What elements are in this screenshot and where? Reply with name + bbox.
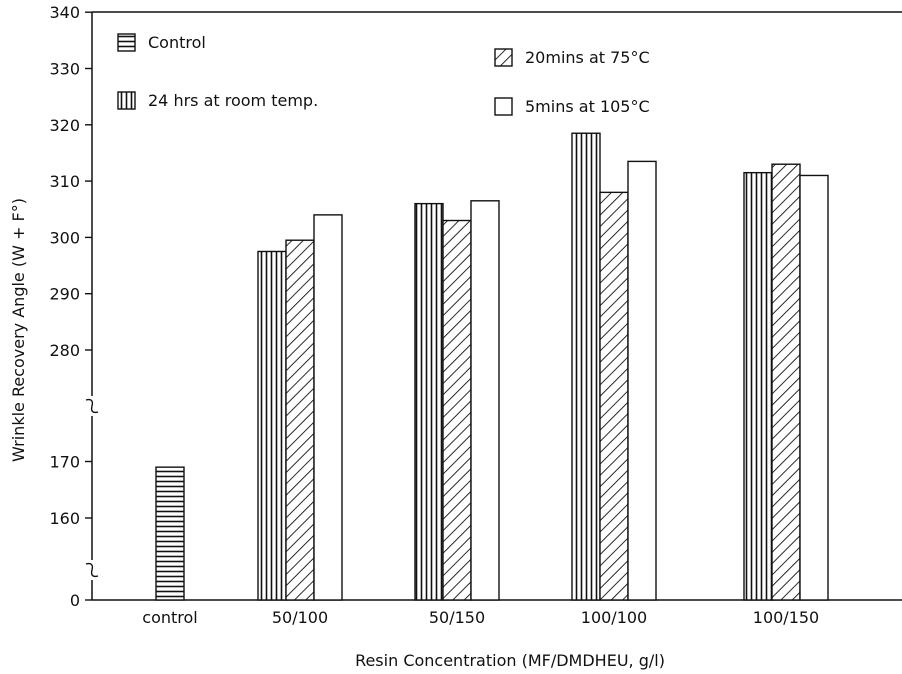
axis-break-mark	[85, 562, 99, 578]
y-tick-label: 300	[49, 228, 80, 247]
legend-label-3: 5mins at 105°C	[525, 97, 650, 116]
x-category-label: 100/100	[581, 608, 647, 627]
y-tick-label: 170	[49, 453, 80, 472]
bar-50-150-series-3	[470, 200, 500, 601]
legend: Control 24 hrs at room temp. 20mins at 75°…	[117, 33, 650, 116]
y-tick-label: 340	[49, 3, 80, 22]
legend-label-2: 20mins at 75°C	[525, 48, 650, 67]
bar-50-150-series-2	[442, 219, 472, 601]
y-axis-title: Wrinkle Recovery Angle (W + F°)	[9, 198, 28, 462]
y-axis-ticks: 0 160 170 280 290 300 310 320 330 340	[49, 3, 92, 610]
legend-label-0: Control	[148, 33, 206, 52]
legend-label-1: 24 hrs at room temp.	[148, 91, 318, 110]
axis-break-mark	[85, 398, 99, 414]
x-category-label: 50/100	[272, 608, 328, 627]
x-category-label: control	[142, 608, 197, 627]
bar-50-100-series-1	[257, 250, 287, 601]
bar-100-150-series-1	[743, 171, 773, 601]
legend-swatch-1	[117, 91, 136, 110]
x-axis-title: Resin Concentration (MF/DMDHEU, g/l)	[355, 651, 665, 670]
legend-swatch-3	[494, 97, 513, 116]
x-axis-categories: control 50/100 50/150 100/100 100/150	[142, 608, 819, 627]
y-tick-label: 310	[49, 172, 80, 191]
y-tick-label: 280	[49, 341, 80, 360]
bar-50-100-series-2	[285, 239, 315, 601]
x-category-label: 100/150	[753, 608, 819, 627]
bar-50-100-series-3	[313, 214, 343, 601]
y-tick-label: 160	[49, 509, 80, 528]
legend-swatch-2	[494, 48, 513, 67]
y-tick-label: 0	[70, 591, 80, 610]
y-tick-label: 330	[49, 60, 80, 79]
bar-100-100-series-1	[571, 132, 601, 601]
bars	[155, 132, 829, 601]
bar-control-series-0	[155, 466, 185, 601]
x-category-label: 50/150	[429, 608, 485, 627]
bar-100-150-series-3	[799, 174, 829, 601]
bar-100-100-series-3	[627, 160, 657, 601]
bar-50-150-series-1	[414, 202, 444, 601]
y-tick-label: 320	[49, 116, 80, 135]
y-tick-label: 290	[49, 285, 80, 304]
bar-100-100-series-2	[599, 191, 629, 601]
legend-swatch-0	[117, 33, 136, 52]
bar-100-150-series-2	[771, 163, 801, 601]
